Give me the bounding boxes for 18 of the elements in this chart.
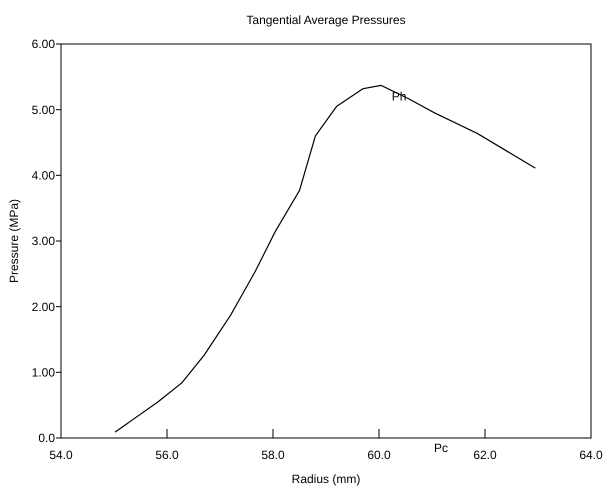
x-tick-label: 62.0	[473, 448, 497, 462]
text: Pc	[434, 441, 448, 455]
y-tick-label: 4.00	[32, 168, 56, 183]
y-axis-title: Pressure (MPa)	[7, 198, 21, 284]
y-tick-label: 0.0	[38, 431, 56, 446]
x-tick-label: 54.0	[49, 448, 73, 462]
y-tick-label: 6.00	[32, 37, 56, 52]
y-tick-label: 2.00	[32, 300, 56, 314]
x-tick-label: 56.0	[155, 448, 179, 462]
x-axis-title: Radius (mm)	[292, 472, 360, 486]
y-tick-label: 5.00	[32, 102, 56, 117]
x-tick-label: 58.0	[261, 448, 285, 462]
x-tick-label: 60.0	[367, 448, 391, 462]
y-tick-label: 1.00	[32, 366, 56, 380]
x-tick-label: 64.0	[579, 448, 603, 462]
chart-title: Tangential Average Pressures	[246, 13, 406, 27]
y-tick-label: 3.00	[32, 234, 56, 248]
line-series	[114, 84, 536, 433]
